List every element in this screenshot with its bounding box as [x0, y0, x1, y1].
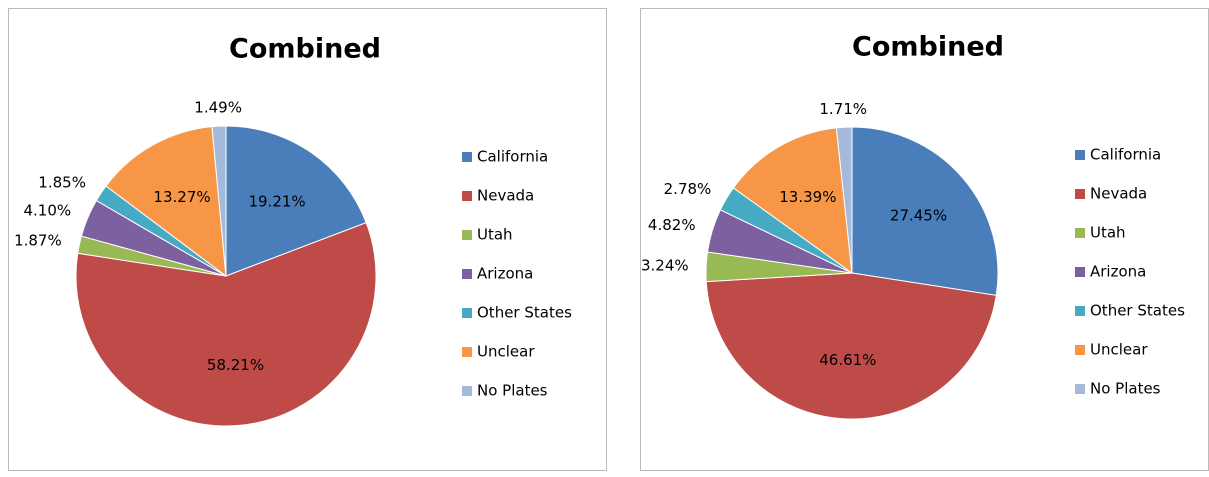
pie-slice — [225, 125, 367, 277]
data-label: 1.87% — [14, 231, 62, 249]
legend-label: No Plates — [1090, 380, 1161, 398]
legend-swatch — [1075, 306, 1085, 316]
data-label: 3.24% — [641, 257, 689, 275]
legend-label: Utah — [1090, 224, 1126, 242]
legend-swatch — [462, 152, 472, 162]
chart-title: Combined — [229, 34, 381, 65]
data-label: 1.49% — [194, 99, 242, 117]
legend-label: California — [477, 148, 548, 166]
legend-swatch — [1075, 384, 1085, 394]
legend-swatch — [462, 269, 472, 279]
legend-swatch — [462, 386, 472, 396]
pie-slice — [851, 126, 999, 296]
legend-swatch — [462, 230, 472, 240]
legend-label: Utah — [477, 226, 513, 244]
pie-slice — [211, 125, 227, 277]
data-label: 19.21% — [248, 192, 305, 210]
legend-label: No Plates — [477, 382, 548, 400]
data-label: 1.71% — [819, 100, 867, 118]
pie-slice — [75, 221, 377, 427]
legend-label: Other States — [477, 304, 572, 322]
legend-label: Arizona — [477, 265, 533, 283]
data-label: 58.21% — [207, 356, 264, 374]
pie-slice — [105, 126, 227, 278]
chart-title: Combined — [852, 32, 1004, 63]
pie-slice — [705, 272, 997, 420]
data-label: 27.45% — [890, 207, 947, 225]
legend-swatch — [1075, 345, 1085, 355]
data-label: 13.39% — [779, 188, 836, 206]
legend-label: Nevada — [1090, 185, 1147, 203]
data-label: 2.78% — [664, 180, 712, 198]
data-label: 1.85% — [38, 174, 86, 192]
legend-label: California — [1090, 146, 1161, 164]
pie-slice — [732, 127, 853, 275]
legend-swatch — [462, 308, 472, 318]
legend-label: Arizona — [1090, 263, 1146, 281]
legend-swatch — [1075, 189, 1085, 199]
legend-label: Unclear — [477, 343, 535, 361]
legend-label: Nevada — [477, 187, 534, 205]
legend-label: Unclear — [1090, 341, 1148, 359]
pie-slice — [835, 126, 853, 274]
legend-swatch — [1075, 150, 1085, 160]
legend-label: Other States — [1090, 302, 1185, 320]
legend-swatch — [462, 191, 472, 201]
data-label: 4.10% — [23, 201, 71, 219]
data-label: 4.82% — [648, 216, 696, 234]
data-label: 13.27% — [153, 188, 210, 206]
legend-swatch — [462, 347, 472, 357]
legend-swatch — [1075, 228, 1085, 238]
legend-swatch — [1075, 267, 1085, 277]
data-label: 46.61% — [819, 351, 876, 369]
